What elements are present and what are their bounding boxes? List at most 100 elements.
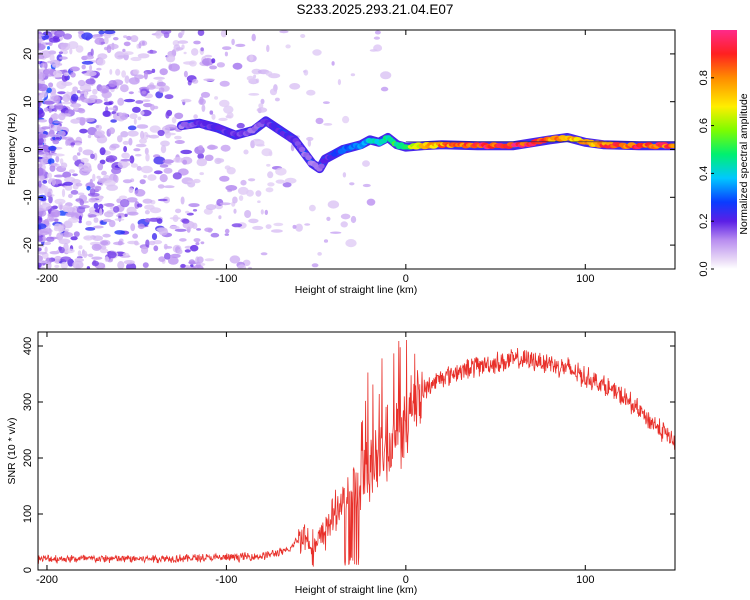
spectrogram-noise-blob: [113, 37, 119, 41]
spectrogram-noise-blob: [58, 238, 71, 245]
spectrogram-noise-blob: [103, 203, 115, 207]
spectrogram-noise-blob: [49, 164, 56, 172]
spectrogram-noise-blob: [197, 30, 205, 36]
spectrogram-noise-blob: [144, 147, 149, 155]
spectrogram-noise-blob: [193, 238, 201, 243]
spectrogram-noise-blob: [167, 256, 179, 265]
spectrogram-noise-blob: [232, 62, 243, 70]
x-tick-label: 100: [576, 574, 594, 586]
spectrogram-noise-blob: [39, 230, 50, 236]
spectrogram-noise-blob: [306, 89, 316, 96]
spectrogram-noise-blob: [96, 67, 102, 71]
spectrogram-noise-blob: [70, 190, 79, 195]
spectrogram-noise-blob: [127, 125, 137, 131]
spectrogram-noise-blob: [73, 231, 80, 237]
spectrogram-noise-blob: [120, 131, 129, 138]
spectrogram-noise-blob: [38, 262, 42, 268]
spectrogram-noise-blob: [101, 88, 109, 93]
spectrogram-noise-blob: [182, 159, 188, 165]
spectrogram-noise-blob: [269, 88, 278, 96]
spectrogram-noise-blob: [117, 135, 123, 143]
spectrogram-noise-blob: [122, 179, 133, 184]
spectrogram-noise-blob: [197, 153, 204, 160]
spectrogram-noise-blob: [177, 40, 189, 44]
spectrogram-noise-blob: [130, 56, 142, 62]
x-tick-label: 0: [403, 273, 409, 285]
spectrogram-noise-blob: [58, 63, 63, 66]
y-tick-label: 300: [22, 393, 34, 411]
spectrogram-noise-blob: [117, 240, 123, 246]
spectrogram-noise-blob: [159, 164, 169, 168]
spectrogram-noise-blob: [134, 240, 139, 246]
spectrogram-noise-blob: [89, 210, 94, 214]
spectrogram-noise-blob: [38, 55, 44, 60]
spectrogram-noise-blob: [244, 210, 252, 218]
spectrogram-noise-blob: [85, 71, 97, 77]
spectrogram-noise-blob: [132, 106, 141, 113]
spectrogram-noise-blob: [188, 203, 200, 208]
spectrogram-noise-blob: [76, 90, 81, 94]
spectrogram-noise-blob: [260, 209, 264, 215]
spectrogram-noise-blob: [122, 140, 130, 145]
spectrogram-noise-blob: [91, 256, 103, 260]
spectrogram-noise-blob: [163, 185, 175, 189]
spectrogram-noise-blob: [236, 122, 245, 129]
spectrogram-noise-blob: [157, 184, 165, 189]
spectrogram-noise-blob: [180, 263, 186, 268]
snr-series-line: [38, 340, 675, 567]
spectrogram-noise-blob: [201, 104, 206, 112]
spectrogram-noise-blob: [52, 63, 60, 68]
spectrogram-noise-blob: [103, 36, 109, 45]
spectrogram-noise-blob: [224, 228, 230, 234]
spectrogram-noise-blob: [123, 35, 128, 39]
spectrogram-noise-blob: [143, 71, 148, 80]
spectrogram-noise-blob: [89, 64, 93, 71]
spectrogram-noise-blob: [103, 30, 116, 35]
spectrogram-noise-blob: [106, 45, 112, 54]
spectrogram-noise-blob: [38, 260, 48, 264]
spectrogram-noise-blob: [255, 190, 262, 197]
spectrogram-noise-blob: [50, 162, 58, 166]
spectrogram-noise-blob: [143, 131, 149, 140]
spectrogram-noise-blob: [130, 163, 138, 168]
spectrogram-noise-blob: [52, 153, 65, 157]
spectrogram-noise-blob: [171, 116, 177, 124]
spectrogram-noise-blob: [75, 182, 83, 187]
spectrogram-noise-blob: [91, 260, 99, 267]
spectrogram-noise-blob: [53, 174, 65, 178]
spectrogram-noise-blob: [42, 180, 48, 184]
spectrogram-noise-blob: [248, 93, 260, 96]
spectrogram-noise-blob: [59, 246, 65, 254]
spectrogram-noise-blob: [53, 223, 62, 230]
spectrogram-noise-blob: [238, 195, 244, 202]
x-tick-label: 0: [403, 574, 409, 586]
spectrogram-noise-blob: [38, 180, 42, 188]
spectrogram-noise-blob: [211, 58, 216, 64]
spectrogram-noise-blob: [100, 240, 109, 246]
spectrogram-noise-blob: [38, 124, 41, 128]
spectrogram-noise-blob: [214, 96, 219, 100]
spectrogram-noise-blob: [200, 47, 204, 52]
spectrogram-noise-blob: [59, 158, 64, 165]
spectrogram-noise-blob: [317, 252, 322, 256]
spectrogram-noise-blob: [118, 112, 123, 117]
spectrogram-noise-blob: [38, 109, 45, 119]
spectrogram-noise-blob: [57, 183, 66, 187]
snr-x-ticks: -200 -100 0 100: [36, 332, 594, 586]
spectrogram-noise-blob: [53, 121, 63, 124]
spectrogram-noise-blob: [122, 252, 130, 257]
spectrogram-noise-blob: [77, 192, 85, 196]
spectrogram-noise-blob: [38, 210, 47, 217]
spectrogram-noise-blob: [181, 218, 190, 224]
spectrogram-noise-blob: [44, 246, 48, 253]
spectrogram-noise-blob: [60, 261, 69, 269]
spectrogram-noise-blob: [312, 49, 322, 56]
spectrogram-noise-blob: [97, 53, 108, 60]
spectrogram-noise-blob: [141, 246, 149, 254]
spectrogram-noise-blob: [139, 138, 147, 144]
spectrogram-noise-blob: [38, 98, 44, 102]
spectrogram-noise-blob: [41, 126, 51, 130]
spectrogram-noise-blob: [163, 243, 168, 250]
spectrogram-noise-blob: [164, 94, 174, 100]
spectrogram-noise-blob: [279, 30, 289, 34]
